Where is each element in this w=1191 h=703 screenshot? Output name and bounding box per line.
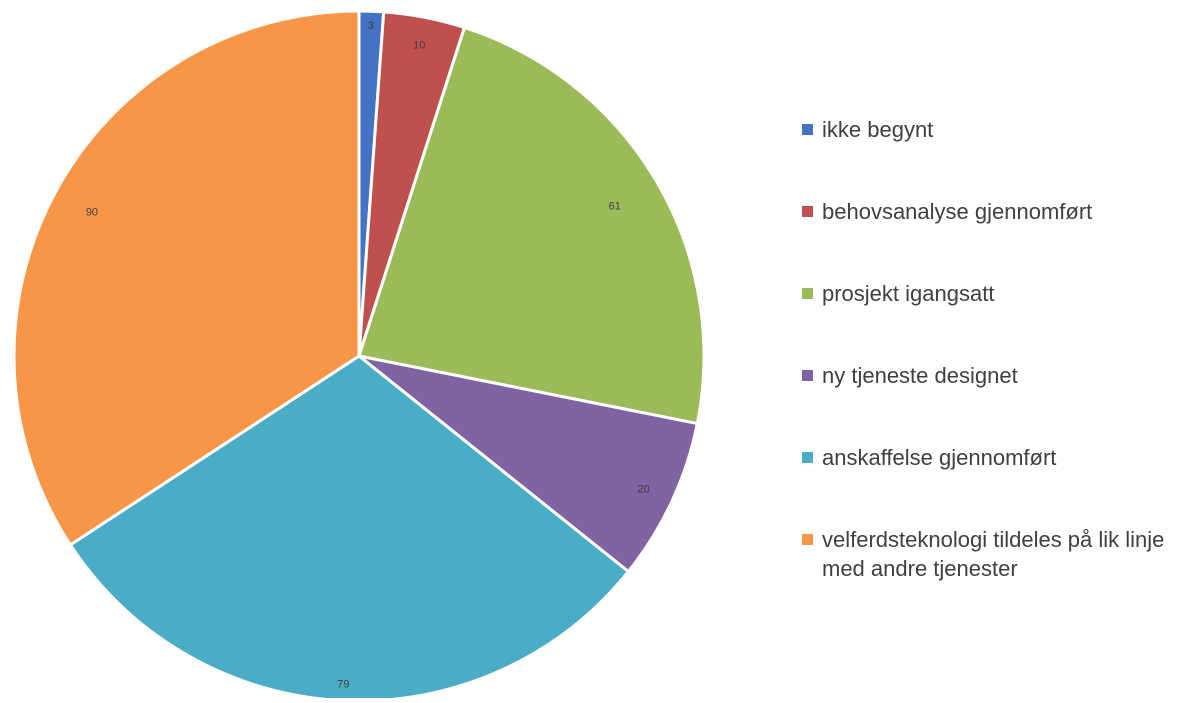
pie-data-label: 61 <box>609 201 621 213</box>
legend-item: velferdsteknologi tildeles på lik linje … <box>802 525 1187 583</box>
pie-data-label: 20 <box>637 484 649 496</box>
legend-item: anskaffelse gjennomført <box>802 443 1187 472</box>
legend-label: anskaffelse gjennomført <box>822 445 1057 470</box>
legend-item: prosjekt igangsatt <box>802 279 1187 308</box>
legend-swatch <box>802 534 813 545</box>
legend-swatch <box>802 370 813 381</box>
legend-swatch <box>802 452 813 463</box>
legend-swatch <box>802 206 813 217</box>
pie-data-label: 90 <box>86 207 98 219</box>
legend-item: ny tjeneste designet <box>802 361 1187 390</box>
pie-chart: 3 10 61 20 79 90 <box>12 9 706 703</box>
legend-swatch <box>802 124 813 135</box>
legend-label: ny tjeneste designet <box>822 363 1018 388</box>
pie-data-label: 3 <box>368 20 374 32</box>
legend-label: ikke begynt <box>822 117 934 142</box>
pie-data-label: 79 <box>337 678 349 690</box>
legend-item: ikke begynt <box>802 115 1187 144</box>
pie-slice <box>358 354 700 574</box>
pie-slice <box>357 25 706 426</box>
pie-data-label: 10 <box>413 39 425 51</box>
chart-legend: ikke begynt behovsanalyse gjennomført pros… <box>802 115 1187 636</box>
legend-label: prosjekt igangsatt <box>822 281 995 306</box>
legend-swatch <box>802 288 813 299</box>
legend-item: behovsanalyse gjennomført <box>802 197 1187 226</box>
legend-label: behovsanalyse gjennomført <box>822 199 1093 224</box>
pie-slice <box>12 9 361 547</box>
pie-chart-svg: 3 10 61 20 79 90 <box>12 9 706 703</box>
legend-label: velferdsteknologi tildeles på lik linje … <box>822 527 1165 581</box>
